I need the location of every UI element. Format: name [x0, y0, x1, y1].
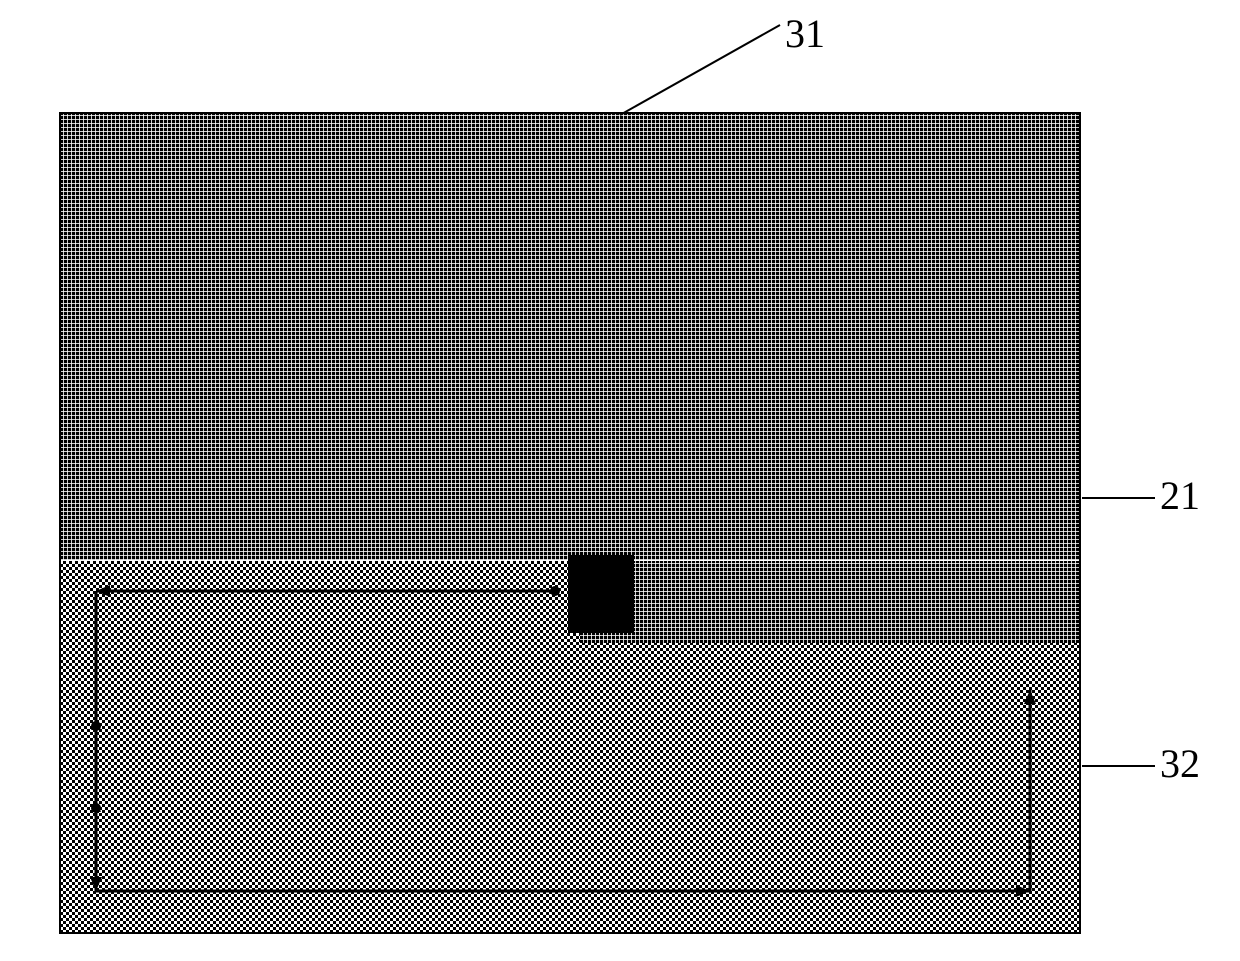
callout-label-31: 31 [785, 10, 825, 57]
black-square [568, 555, 634, 633]
region-31 [60, 113, 1080, 560]
callout-31-leader [620, 25, 780, 115]
region-21 [580, 561, 1080, 643]
callout-label-32: 32 [1160, 740, 1200, 787]
figure-svg [0, 0, 1240, 961]
diagram-canvas: 31 21 32 [0, 0, 1240, 961]
callout-label-21: 21 [1160, 472, 1200, 519]
